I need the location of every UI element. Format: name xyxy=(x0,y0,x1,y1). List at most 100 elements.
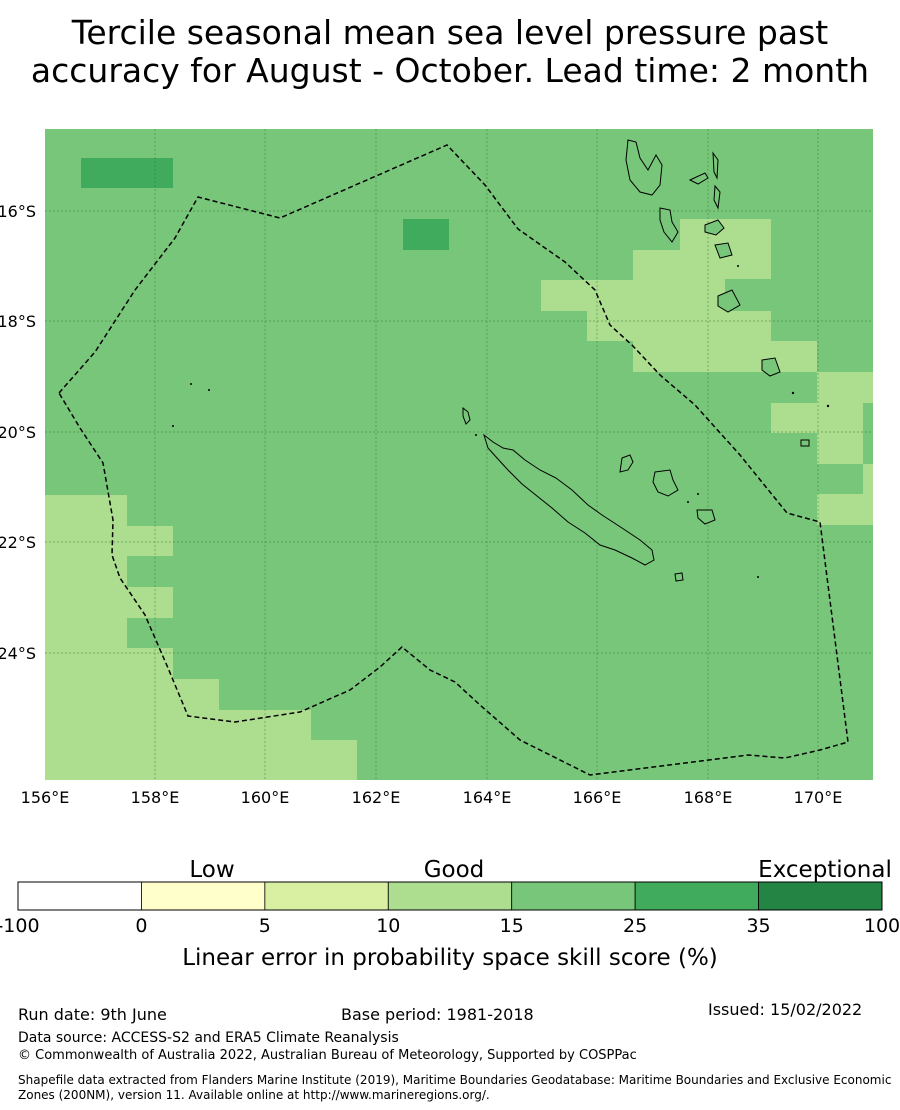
light-cell xyxy=(127,648,173,780)
espiritu-santo-island xyxy=(625,139,663,196)
light-cell xyxy=(173,679,219,780)
colorbar-bin xyxy=(17,881,142,911)
colorbar-bin xyxy=(264,881,389,911)
colorbar-bin xyxy=(634,881,759,911)
lat-tick-label: 18°S xyxy=(0,312,36,331)
light-cell xyxy=(633,250,725,280)
lat-tick-label: 20°S xyxy=(0,423,36,442)
light-cell xyxy=(541,280,725,311)
light-cell xyxy=(633,341,817,372)
map-frame xyxy=(45,129,873,780)
land-new-caledonia xyxy=(462,406,716,582)
skill-map: 156°E 158°E 160°E 162°E 164°E 166°E 168°… xyxy=(0,129,873,807)
light-cell xyxy=(817,433,863,464)
erromango-island xyxy=(761,357,781,377)
base-period: Base period: 1981-2018 xyxy=(341,1005,534,1024)
shapefile-credit-line-1: Shapefile data extracted from Flanders M… xyxy=(18,1073,892,1087)
colorbar-tick-label: -100 xyxy=(0,915,40,937)
run-date: Run date: 9th June xyxy=(18,1005,167,1024)
chart-title: Tercile seasonal mean sea level pressure… xyxy=(0,14,900,90)
eez-boundary xyxy=(58,144,849,776)
maewo-island xyxy=(712,151,719,180)
colorbar-tick-label: 35 xyxy=(746,915,770,937)
isle-of-pines xyxy=(674,572,684,582)
islets xyxy=(172,265,830,578)
colorbar-tick-label: 100 xyxy=(864,915,900,937)
dark-skill-cells xyxy=(81,158,449,250)
lon-tick-labels: 156°E 158°E 160°E 162°E 164°E 166°E 168°… xyxy=(21,788,843,807)
light-cell xyxy=(45,495,127,780)
lon-tick-label: 166°E xyxy=(573,788,622,807)
lat-tick-label: 16°S xyxy=(0,202,36,221)
category-label-low: Low xyxy=(189,857,234,883)
category-labels: Low Good Exceptional xyxy=(189,857,891,883)
lat-tick-label: 22°S xyxy=(0,533,36,552)
colorbar-border xyxy=(17,881,883,911)
efate-island xyxy=(717,289,741,313)
colorbar-tick-label: 25 xyxy=(623,915,647,937)
lon-tick-label: 160°E xyxy=(241,788,290,807)
tanna-island xyxy=(800,439,810,447)
background-gaps xyxy=(127,280,771,587)
light-cell xyxy=(127,526,173,556)
mare-island xyxy=(696,509,716,525)
islet xyxy=(208,389,210,391)
lat-tick-labels: 16°S 18°S 20°S 22°S 24°S xyxy=(0,202,36,663)
islet xyxy=(826,404,830,408)
ouvea-island xyxy=(619,454,634,473)
copyright: © Commonwealth of Australia 2022, Austra… xyxy=(18,1048,637,1063)
light-cell xyxy=(817,372,873,403)
gap-cell xyxy=(127,556,173,587)
light-cell xyxy=(587,311,771,341)
islet xyxy=(697,493,699,495)
colorbar-bin xyxy=(758,881,883,911)
colorbar-bins xyxy=(17,881,883,911)
light-cell xyxy=(311,740,357,780)
lon-tick-label: 170°E xyxy=(794,788,843,807)
light-cell xyxy=(817,494,873,525)
islet xyxy=(687,501,689,503)
belep-island xyxy=(462,406,471,425)
islet xyxy=(757,576,759,578)
islet xyxy=(190,383,192,385)
land-vanuatu xyxy=(625,139,810,447)
data-source: Data source: ACCESS-S2 and ERA5 Climate … xyxy=(18,1030,399,1046)
lat-tick-label: 24°S xyxy=(0,644,36,663)
issued-date: Issued: 15/02/2022 xyxy=(708,1000,863,1019)
lifou-island xyxy=(652,469,679,497)
shapefile-credit-line-2: Zones (200NM), version 11. Available onl… xyxy=(18,1088,490,1102)
title-line-2: accuracy for August - October. Lead time… xyxy=(30,51,870,90)
light-cell xyxy=(771,403,863,433)
grande-terre-island xyxy=(483,433,655,566)
colorbar-tick-label: 5 xyxy=(259,915,271,937)
colorbar-legend: Low Good Exceptional -100 0 5 10 15 25 35 100 L… xyxy=(0,857,900,970)
dark-cell xyxy=(403,219,449,250)
dark-cell xyxy=(81,158,173,188)
colorbar-tick-labels: -100 0 5 10 15 25 35 100 xyxy=(0,915,900,937)
lon-tick-label: 164°E xyxy=(463,788,512,807)
lon-tick-label: 168°E xyxy=(684,788,733,807)
category-label-good: Good xyxy=(424,857,485,883)
malekula-island xyxy=(704,219,725,236)
colorbar-xlabel: Linear error in probability space skill … xyxy=(182,945,718,970)
islet xyxy=(172,425,174,427)
category-label-exceptional: Exceptional xyxy=(758,857,892,883)
colorbar-tick-label: 15 xyxy=(500,915,524,937)
islet xyxy=(791,391,795,395)
colorbar-tick-label: 0 xyxy=(135,915,147,937)
colorbar-bin xyxy=(511,881,636,911)
lon-tick-label: 158°E xyxy=(131,788,180,807)
lon-tick-label: 162°E xyxy=(352,788,401,807)
title-line-1: Tercile seasonal mean sea level pressure… xyxy=(71,13,829,52)
gridlines xyxy=(45,129,873,780)
epi-island xyxy=(714,242,733,259)
shapefile-credit: Shapefile data extracted from Flanders M… xyxy=(18,1073,898,1103)
colorbar-bin xyxy=(141,881,266,911)
colorbar-tick-label: 10 xyxy=(376,915,400,937)
islet xyxy=(475,434,477,436)
light-cell xyxy=(127,587,173,618)
colorbar-bin xyxy=(387,881,513,911)
islet xyxy=(737,265,739,267)
lon-tick-label: 156°E xyxy=(21,788,70,807)
malo-island xyxy=(659,207,679,243)
